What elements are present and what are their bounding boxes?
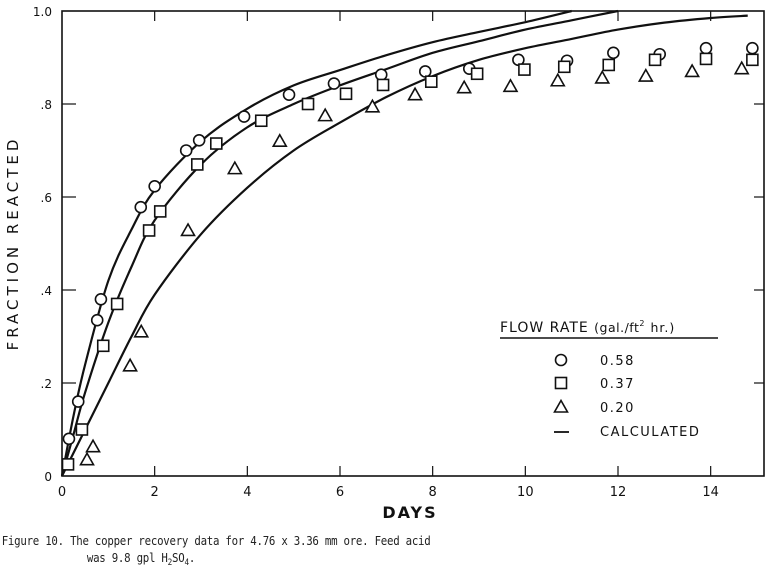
square-data-point — [648, 53, 662, 67]
calculated-0.37-curve — [60, 9, 619, 477]
circle-data-point — [179, 144, 193, 157]
circle-data-point — [746, 41, 759, 55]
x-axis-label: DAYS — [382, 503, 437, 522]
square-data-point — [746, 53, 759, 67]
legend-label: 0.58 — [600, 354, 635, 369]
triangle-data-point — [684, 63, 701, 78]
legend-square-icon — [554, 376, 568, 390]
x-tick-label: 6 — [336, 485, 344, 500]
triangle-data-point — [79, 451, 95, 466]
triangle-data-point — [271, 133, 288, 147]
circle-data-point — [90, 313, 104, 327]
triangle-data-point — [549, 72, 566, 87]
y-tick-label: .6 — [41, 191, 52, 205]
triangle-data-point — [407, 86, 423, 101]
legend-triangle-icon — [553, 398, 569, 413]
caption-subscript: 4 — [184, 558, 189, 568]
circle-data-point — [134, 200, 148, 214]
triangle-data-point — [502, 78, 519, 93]
x-tick-label: 8 — [429, 485, 437, 500]
legend-circle-icon — [554, 353, 568, 367]
y-tick-label: 1.0 — [33, 5, 52, 19]
square-data-point — [699, 52, 713, 66]
triangle-data-point — [226, 160, 243, 175]
figure-caption: Figure 10. The copper recovery data for … — [0, 532, 663, 572]
square-data-point — [339, 87, 353, 101]
circle-data-point — [374, 68, 388, 82]
triangle-data-point — [594, 69, 611, 84]
circle-data-point — [71, 395, 85, 408]
triangle-data-point — [180, 222, 196, 237]
square-data-point — [470, 67, 484, 81]
calculated-0.20-curve — [61, 14, 748, 477]
y-tick-label: .2 — [41, 377, 52, 391]
x-tick-label: 14 — [702, 485, 719, 500]
triangle-data-point — [85, 438, 101, 453]
circle-data-point — [94, 292, 108, 306]
square-data-point — [153, 205, 167, 218]
caption-subscript: 2 — [167, 558, 173, 568]
plot-frame — [61, 10, 765, 477]
square-data-point — [190, 158, 204, 171]
square-data-point — [424, 75, 438, 88]
circle-data-point — [282, 88, 296, 101]
square-data-point — [75, 423, 89, 436]
circle-data-point — [148, 180, 161, 193]
square-data-point — [61, 458, 75, 471]
triangle-data-point — [637, 67, 654, 82]
circle-data-point — [327, 77, 341, 90]
circle-data-point — [699, 41, 713, 55]
circle-data-point — [418, 65, 432, 78]
legend: FLOW RATE (gal./ft2 hr.) 0.58 0.37 0.20 CALC… — [500, 319, 718, 440]
x-tick-label: 12 — [610, 485, 627, 500]
triangle-data-point — [317, 107, 334, 122]
legend-label: CALCULATED — [600, 425, 700, 440]
triangle-data-point — [456, 79, 473, 94]
legend-label: 0.20 — [600, 401, 635, 416]
square-data-point — [209, 137, 223, 150]
square-data-point — [254, 114, 268, 128]
x-tick-label: 2 — [151, 485, 159, 500]
y-tick-label: .8 — [41, 98, 52, 112]
x-tick-label: 4 — [243, 485, 251, 500]
square-data-point — [557, 60, 571, 74]
calculated-0.58-curve — [60, 9, 572, 477]
legend-title: FLOW RATE (gal./ft2 hr.) — [500, 319, 675, 336]
triangle-data-point — [364, 98, 381, 113]
triangle-data-point — [733, 60, 750, 75]
caption-text: SO — [172, 550, 185, 565]
triangle-data-point — [133, 323, 150, 338]
square-data-point — [110, 297, 124, 311]
circle-data-point — [192, 133, 206, 147]
square-data-point — [602, 58, 616, 72]
square-data-point — [301, 97, 315, 111]
caption-text: was 9.8 gpl H — [86, 550, 168, 565]
square-data-point — [142, 224, 156, 237]
copper-recovery-chart: 0 2 4 6 8 10 12 14 0 .2 .4 .6 .8 1.0 FLOW RATE (gal./… — [4, 5, 765, 522]
x-tick-label: 10 — [517, 485, 534, 500]
caption-text: . — [188, 550, 196, 565]
caption-line-1: Figure 10. The copper recovery data for … — [1, 533, 431, 548]
plot-axes: 0 2 4 6 8 10 12 14 0 .2 .4 .6 .8 1.0 — [33, 5, 765, 500]
square-data-point — [376, 78, 390, 92]
square-data-point — [518, 63, 531, 76]
circle-data-point — [62, 432, 76, 446]
data-points — [61, 41, 759, 471]
y-axis-label: FRACTION REACTED — [4, 136, 22, 351]
caption-line-2: was 9.8 gpl H2SO4. — [0, 549, 663, 572]
x-tick-label: 0 — [58, 485, 66, 500]
y-tick-label: 0 — [44, 470, 52, 484]
circle-data-point — [607, 46, 620, 60]
circle-data-point — [237, 110, 251, 123]
square-data-point — [96, 339, 110, 353]
y-tick-label: .4 — [41, 284, 52, 298]
triangle-data-point — [122, 357, 138, 372]
legend-label: 0.37 — [600, 377, 635, 392]
